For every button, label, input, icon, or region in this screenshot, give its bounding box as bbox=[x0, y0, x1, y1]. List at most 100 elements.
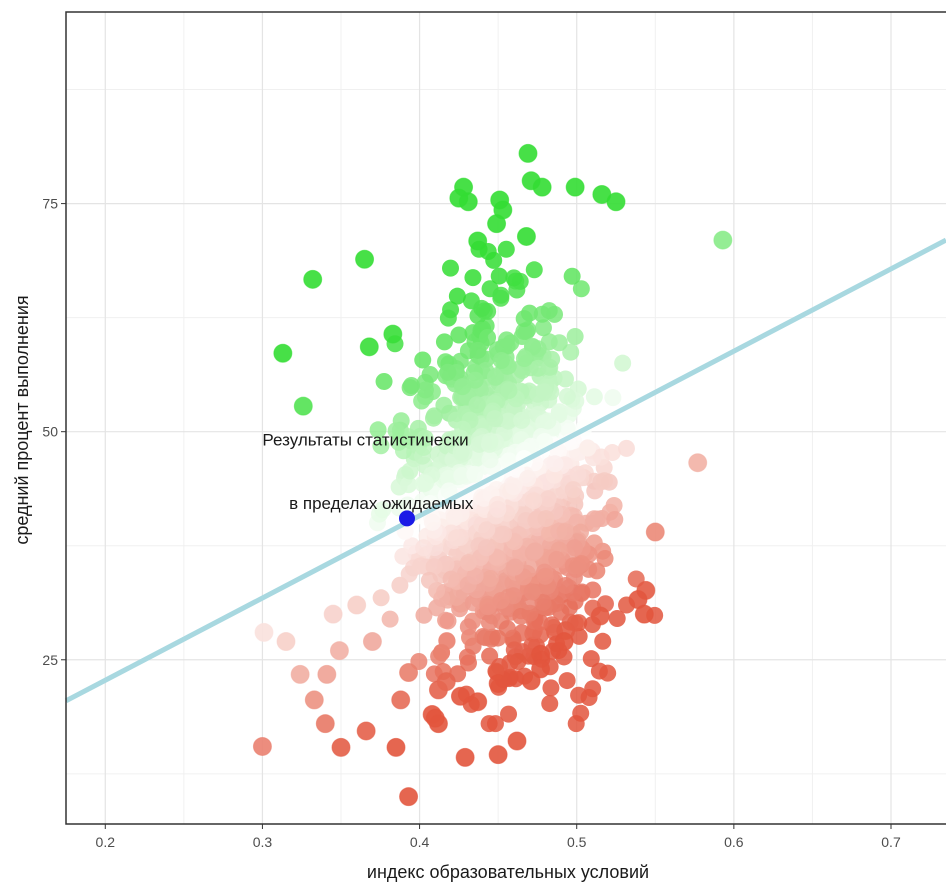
data-point bbox=[506, 558, 524, 576]
data-point bbox=[375, 372, 393, 390]
data-point bbox=[541, 695, 559, 713]
data-point bbox=[590, 606, 610, 626]
data-point bbox=[276, 632, 296, 652]
data-point bbox=[401, 462, 419, 480]
data-point bbox=[415, 539, 433, 557]
x-tick-label: 0.4 bbox=[410, 834, 430, 850]
data-point bbox=[513, 411, 531, 429]
data-point bbox=[569, 557, 587, 575]
data-point bbox=[317, 664, 337, 684]
data-point bbox=[579, 439, 597, 457]
data-point bbox=[518, 143, 538, 163]
data-point bbox=[347, 595, 367, 615]
data-point bbox=[558, 672, 576, 690]
annotation-line-2: в пределах ожидаемых bbox=[289, 494, 474, 513]
data-point bbox=[539, 412, 557, 430]
data-point bbox=[374, 501, 392, 519]
data-point bbox=[254, 622, 274, 642]
data-point bbox=[479, 598, 497, 616]
data-point bbox=[558, 387, 576, 405]
data-point bbox=[595, 472, 613, 490]
data-point bbox=[359, 337, 379, 357]
data-point bbox=[582, 650, 600, 668]
data-point bbox=[453, 378, 471, 396]
data-point bbox=[523, 583, 541, 601]
data-point bbox=[534, 319, 552, 337]
data-point bbox=[550, 334, 568, 352]
trend-line bbox=[64, 237, 946, 704]
data-point bbox=[391, 690, 411, 710]
data-point bbox=[584, 680, 602, 698]
data-point bbox=[425, 558, 443, 576]
data-point bbox=[489, 500, 507, 518]
data-point bbox=[501, 654, 519, 672]
data-point bbox=[452, 505, 470, 523]
data-point bbox=[412, 557, 430, 575]
y-tick-label: 75 bbox=[42, 196, 58, 212]
data-point bbox=[303, 269, 323, 289]
annotation-line-1: Результаты статистически bbox=[262, 430, 468, 449]
data-point bbox=[473, 299, 491, 317]
data-point bbox=[466, 371, 484, 389]
data-point bbox=[495, 525, 513, 543]
highlight-point bbox=[399, 510, 415, 527]
data-point bbox=[459, 618, 477, 636]
data-point bbox=[415, 606, 433, 624]
data-point bbox=[452, 429, 470, 447]
data-point bbox=[634, 604, 654, 624]
data-point bbox=[402, 377, 420, 395]
data-point bbox=[468, 692, 488, 712]
data-point bbox=[486, 410, 504, 428]
data-point bbox=[605, 496, 623, 514]
data-point bbox=[492, 352, 510, 370]
data-point bbox=[481, 570, 499, 588]
data-point bbox=[585, 388, 603, 406]
data-point bbox=[420, 571, 438, 589]
y-tick-label: 50 bbox=[42, 424, 58, 440]
data-point bbox=[500, 381, 518, 399]
data-point bbox=[565, 177, 585, 197]
data-point bbox=[481, 432, 499, 450]
data-point bbox=[645, 522, 665, 542]
data-point bbox=[460, 554, 478, 572]
x-tick-label: 0.7 bbox=[881, 834, 901, 850]
data-point bbox=[450, 326, 468, 344]
data-point bbox=[362, 632, 382, 652]
data-point bbox=[369, 421, 387, 439]
data-point bbox=[505, 269, 523, 287]
data-point bbox=[567, 715, 585, 733]
data-point bbox=[556, 576, 574, 594]
data-point bbox=[439, 363, 457, 381]
data-point bbox=[391, 576, 409, 594]
data-point bbox=[452, 443, 470, 461]
data-point bbox=[515, 310, 533, 328]
data-point bbox=[466, 567, 484, 585]
data-point bbox=[421, 366, 439, 384]
data-point bbox=[546, 455, 564, 473]
data-point bbox=[468, 231, 488, 251]
data-point bbox=[453, 467, 471, 485]
data-point bbox=[414, 351, 432, 369]
data-point bbox=[537, 510, 555, 528]
data-point bbox=[416, 474, 434, 492]
data-point bbox=[532, 177, 552, 197]
data-point bbox=[599, 664, 617, 682]
data-point bbox=[521, 671, 541, 691]
data-point bbox=[563, 267, 581, 285]
data-point bbox=[399, 787, 419, 807]
data-point bbox=[386, 737, 406, 757]
data-point bbox=[505, 478, 523, 496]
data-point bbox=[480, 613, 498, 631]
data-point bbox=[381, 610, 399, 628]
data-point bbox=[536, 567, 554, 585]
data-point bbox=[383, 324, 403, 344]
data-point bbox=[455, 747, 475, 767]
data-point bbox=[424, 409, 442, 427]
data-point bbox=[525, 261, 543, 279]
data-point bbox=[608, 609, 626, 627]
data-point bbox=[543, 350, 561, 368]
data-point bbox=[458, 648, 476, 666]
data-point bbox=[488, 673, 508, 693]
data-point bbox=[499, 412, 517, 430]
data-point bbox=[464, 594, 482, 612]
